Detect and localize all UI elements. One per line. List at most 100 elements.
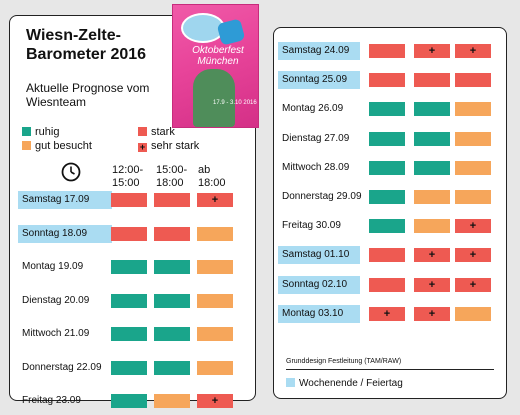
slot-stark	[369, 248, 405, 263]
right-panel: Samstag 24.09 + + Sonntag 25.09 Montag 26.09…	[273, 27, 507, 399]
day-label: Donnerstag 22.09	[22, 361, 102, 373]
slot-ruhig	[154, 360, 190, 375]
legend-swatch-ruhig	[22, 127, 31, 136]
day-row: Mittwoch 28.09	[274, 159, 506, 177]
day-row: Montag 03.10 + +	[274, 304, 506, 323]
footer-legend: Wochenende / Feiertag	[286, 378, 403, 390]
slot-stark	[369, 44, 405, 58]
slot-stark	[111, 193, 147, 207]
day-label: Samstag 01.10	[278, 246, 360, 265]
slot-ruhig	[369, 102, 405, 117]
slot-ruhig	[369, 219, 405, 234]
slot-ruhig	[369, 131, 405, 146]
oktoberfest-poster-image: Oktoberfest München 17.9 - 3.10 2016	[172, 4, 259, 128]
day-row: Donnerstag 22.09	[10, 359, 255, 377]
legend-swatch-stark	[138, 127, 147, 136]
legend-swatch-sehr: +	[138, 142, 147, 152]
day-row: Freitag 30.09 +	[274, 217, 506, 235]
time-header-2: 15:00- 18:00	[156, 164, 188, 189]
slot-sehr: +	[455, 219, 491, 234]
slot-gut	[197, 360, 233, 375]
slot-stark	[369, 73, 405, 88]
day-row: Donnerstag 29.09	[274, 188, 506, 206]
footer-legend-label: Wochenende / Feiertag	[299, 378, 403, 389]
day-row: Freitag 23.09 +	[10, 392, 255, 410]
day-label: Montag 19.09	[22, 261, 84, 272]
legend-gut: gut besucht	[22, 140, 92, 153]
slot-sehr: +	[369, 306, 405, 321]
day-label: Sonntag 02.10	[278, 275, 360, 294]
slot-ruhig	[414, 160, 450, 175]
slot-gut	[154, 394, 190, 408]
slot-sehr: +	[414, 277, 450, 292]
poster-figure	[193, 69, 235, 127]
day-row: Samstag 17.09 +	[10, 191, 255, 209]
slot-stark	[154, 193, 190, 207]
day-label: Samstag 17.09	[18, 191, 112, 209]
slot-ruhig	[111, 293, 147, 308]
slot-gut	[455, 102, 491, 117]
slot-ruhig	[111, 327, 147, 341]
left-panel: Wiesn-Zelte-Barometer 2016 Aktuelle Prog…	[9, 4, 259, 408]
slot-stark	[369, 277, 405, 292]
slot-ruhig	[414, 131, 450, 146]
slot-sehr: +	[455, 248, 491, 263]
legend-sehr: + sehr stark	[138, 140, 199, 153]
legend-label-ruhig: ruhig	[35, 126, 60, 138]
page-subtitle: Aktuelle Prognose vom Wiesnteam	[26, 81, 150, 109]
slot-sehr: +	[197, 394, 233, 408]
day-row: Sonntag 02.10 + +	[274, 275, 506, 294]
slot-ruhig	[111, 260, 147, 274]
day-label: Freitag 30.09	[282, 220, 341, 232]
day-label: Donnerstag 29.09	[282, 191, 362, 202]
slot-sehr: +	[197, 193, 233, 207]
slot-gut	[197, 260, 233, 274]
legend-label-sehr: sehr stark	[151, 140, 200, 152]
slot-ruhig	[369, 160, 405, 175]
day-row: Montag 26.09	[274, 100, 506, 118]
slot-sehr: +	[455, 44, 491, 58]
day-label: Sonntag 25.09	[278, 71, 360, 90]
slot-gut	[455, 190, 491, 204]
slot-gut	[414, 219, 450, 234]
legend-label-gut: gut besucht	[35, 140, 92, 152]
day-row: Montag 19.09	[10, 258, 255, 276]
day-row: Mittwoch 21.09	[10, 325, 255, 343]
slot-ruhig	[111, 360, 147, 375]
legend-swatch-gut	[22, 141, 31, 150]
slot-sehr: +	[455, 277, 491, 292]
divider	[286, 369, 494, 370]
time-header-3: ab 18:00	[198, 164, 226, 189]
slot-ruhig	[369, 190, 405, 204]
day-row: Dienstag 20.09	[10, 292, 255, 310]
holiday-swatch	[286, 378, 295, 387]
slot-gut	[197, 293, 233, 308]
day-label: Sonntag 18.09	[18, 224, 112, 243]
time-header-1: 12:00- 15:00	[112, 164, 144, 189]
slot-ruhig	[111, 394, 147, 408]
page-title: Wiesn-Zelte-Barometer 2016	[26, 27, 147, 63]
slot-ruhig	[154, 293, 190, 308]
day-label: Samstag 24.09	[278, 42, 360, 60]
slot-gut	[455, 160, 491, 175]
legend-label-stark: stark	[151, 126, 175, 138]
poster-title: Oktoberfest München	[192, 45, 244, 67]
slot-ruhig	[154, 327, 190, 341]
slot-sehr: +	[414, 248, 450, 263]
day-row: Samstag 01.10 + +	[274, 246, 506, 265]
day-row: Dienstag 27.09	[274, 130, 506, 148]
slot-ruhig	[414, 102, 450, 117]
slot-stark	[414, 73, 450, 88]
slot-stark	[111, 226, 147, 241]
day-label: Mittwoch 21.09	[22, 328, 90, 339]
day-row: Samstag 24.09 + +	[274, 42, 506, 60]
poster-heart-shape	[216, 18, 246, 46]
day-label: Dienstag 27.09	[282, 132, 350, 144]
day-label: Mittwoch 28.09	[282, 161, 350, 173]
slot-stark	[455, 73, 491, 88]
slot-gut	[197, 327, 233, 341]
slot-gut	[197, 226, 233, 241]
legend-ruhig: ruhig	[22, 126, 59, 139]
day-row: Sonntag 18.09	[10, 224, 255, 243]
poster-dates: 17.9 - 3.10 2016	[213, 100, 257, 106]
